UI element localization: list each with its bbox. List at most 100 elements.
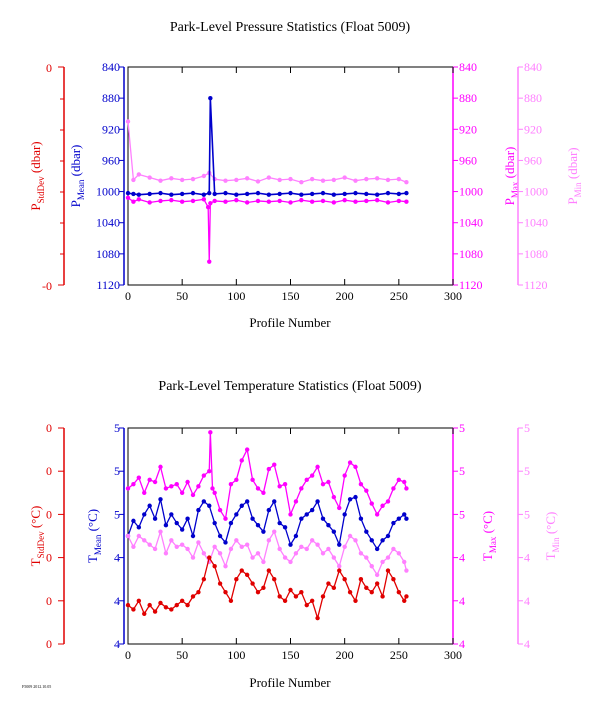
pressure-mean-point	[208, 95, 213, 101]
pressure-min-point	[147, 175, 152, 180]
pressure-min-label: PMin (dbar)	[565, 147, 583, 204]
temperature-stddev-point	[402, 598, 407, 603]
temperature-min-point	[293, 551, 299, 556]
temperature-stddev-point	[185, 602, 190, 608]
pressure-min-point	[277, 177, 282, 183]
temperature-min-point	[152, 546, 158, 552]
temperature-min-point	[131, 544, 136, 549]
pressure-max-point	[353, 199, 358, 204]
temperature-max-point	[169, 484, 174, 489]
pressure-max-point	[342, 197, 347, 203]
temperature-max-point	[347, 460, 353, 465]
temperature-stddev-tick-label: 0	[46, 421, 52, 435]
temperature-min-point	[228, 546, 234, 552]
pressure-max-point	[385, 200, 391, 205]
pressure-min-point	[353, 178, 358, 183]
temperature-stddev-point	[364, 585, 369, 591]
pressure-chart-title: Park-Level Pressure Statistics (Float 50…	[170, 20, 411, 35]
temperature-max-point	[158, 464, 163, 470]
temperature-stddev-point	[277, 594, 282, 599]
pressure-mean-point	[396, 191, 402, 197]
pressure-min-point	[201, 173, 207, 179]
temperature-min-point	[272, 529, 277, 534]
temperature-mean-label: TMean (°C)	[85, 509, 103, 563]
temperature-mean-point	[391, 520, 396, 526]
temperature-max-point	[342, 473, 347, 478]
temperature-mean-point	[223, 540, 228, 545]
temperature-max-point	[315, 464, 320, 470]
temperature-stddev-point	[217, 581, 223, 586]
temperature-min-point	[309, 538, 315, 543]
temperature-mean-point	[353, 494, 358, 500]
temperature-max-point	[179, 490, 185, 495]
temperature-max-point	[228, 481, 234, 487]
temperature-max-point	[320, 481, 326, 487]
temperature-max-point	[374, 512, 380, 517]
pressure-max-line	[127, 197, 407, 262]
temperature-stddev-point	[207, 555, 212, 560]
temperature-max-point	[402, 479, 407, 485]
pressure-max-point	[223, 199, 228, 204]
temperature-stddev-point	[369, 589, 374, 595]
temperature-stddev-point	[196, 589, 201, 595]
pressure-min-point	[320, 178, 326, 183]
temperature-stddev-point	[255, 589, 261, 595]
temperature-stddev-axis: TStdDev (°C) 0 0 0 0 0 0	[28, 421, 65, 651]
temperature-stddev-point	[234, 577, 239, 582]
pressure-min-point	[131, 177, 136, 183]
temperature-mean-point	[158, 497, 163, 502]
pressure-min-point	[309, 176, 315, 182]
pressure-x-tick-label: 50	[176, 289, 188, 303]
temperature-max-tick-label: 5	[459, 421, 465, 435]
temperature-x-tick-label: 50	[176, 648, 188, 662]
pressure-mean-point	[364, 191, 369, 197]
temperature-min-point	[136, 533, 142, 539]
temperature-max-point	[288, 512, 293, 517]
temperature-mean-point	[261, 529, 266, 534]
pressure-mean-point	[223, 190, 228, 196]
temperature-max-point	[299, 486, 304, 491]
pressure-mean-point	[353, 190, 358, 196]
pressure-mean-point	[131, 191, 136, 197]
pressure-max-point	[255, 198, 261, 204]
temperature-min-point	[391, 546, 396, 552]
temperature-mean-point	[369, 538, 374, 543]
temperature-stddev-point	[142, 611, 147, 616]
pressure-max-point	[169, 197, 174, 203]
pressure-chart: Park-Level Pressure Statistics (Float 50…	[28, 20, 583, 330]
pressure-max-tick-label: 1120	[459, 278, 483, 292]
temperature-mean-point	[217, 533, 223, 539]
pressure-max-point	[331, 200, 337, 205]
pressure-max-point	[205, 204, 211, 210]
temperature-max-point	[163, 486, 169, 491]
pressure-max-point	[158, 198, 163, 204]
pressure-mean-tick-label: 1080	[96, 247, 120, 261]
pressure-max-point	[277, 198, 282, 204]
pressure-mean-point	[179, 191, 185, 197]
temperature-mean-point	[404, 516, 409, 521]
pressure-x-tick-label: 200	[336, 289, 354, 303]
temperature-max-point	[396, 477, 402, 483]
temperature-mean-axis: TMean (°C) 5 5 5 4 4 4	[85, 421, 125, 651]
temperature-max-point	[152, 479, 158, 485]
pressure-min-point	[266, 175, 272, 180]
temperature-stddev-tick-label: 0	[46, 551, 52, 565]
temperature-mean-point	[347, 497, 353, 502]
temperature-mean-point	[255, 523, 261, 528]
pressure-mean-point	[125, 190, 131, 196]
temperature-stddev-tick-label: 0	[46, 594, 52, 608]
temperature-mean-point	[315, 499, 320, 504]
temperature-chart: Park-Level Temperature Statistics (Float…	[28, 379, 561, 690]
temperature-min-point	[190, 555, 196, 560]
temperature-min-point	[223, 564, 228, 569]
pressure-max-point	[299, 197, 304, 203]
temperature-stddev-point	[331, 585, 337, 591]
temperature-min-point	[320, 551, 326, 556]
temperature-min-point	[380, 559, 385, 565]
temperature-series-group	[125, 430, 409, 621]
pressure-mean-label: PMean (dbar)	[68, 145, 86, 208]
temperature-x-axis: 0 50 100 150 200 250 300	[125, 428, 462, 662]
temperature-mean-point	[342, 512, 347, 517]
temperature-stddev-point	[250, 581, 255, 586]
pressure-min-tick-label: 920	[524, 122, 542, 136]
